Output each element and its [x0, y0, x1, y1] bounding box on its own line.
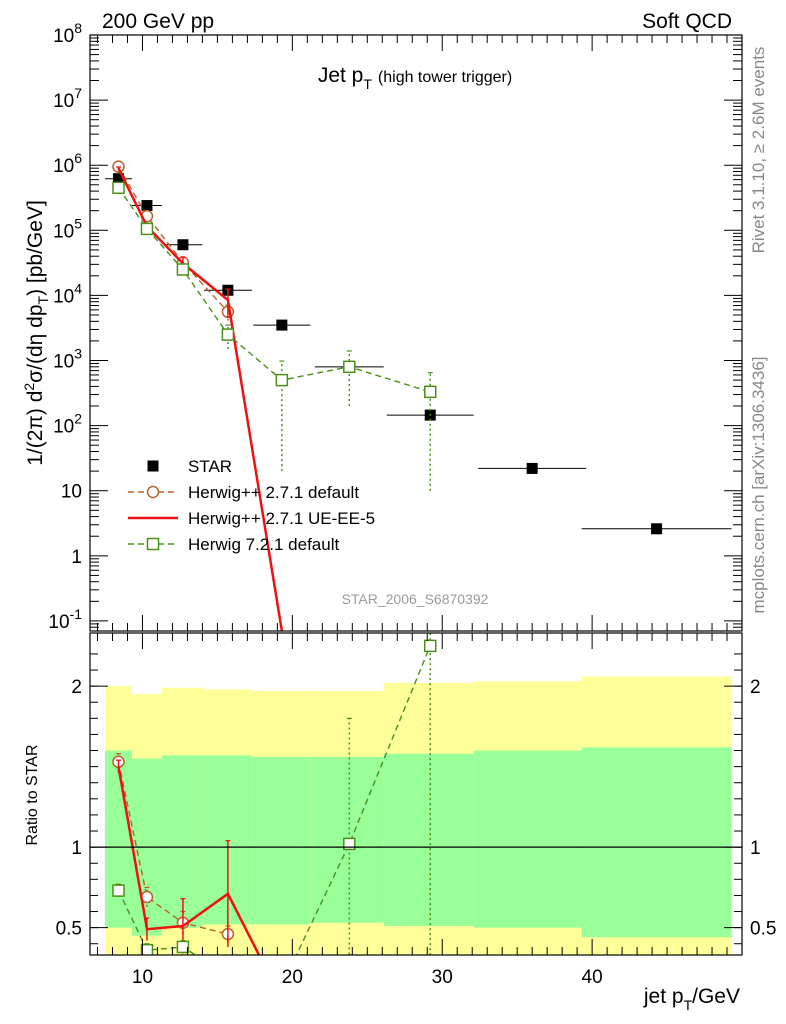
y-axis-label: 1/(2π) d2σ/(dη dpT) [pb/GeV] — [21, 200, 51, 466]
y-tick-label: 108 — [53, 20, 82, 47]
main-star-point — [276, 319, 288, 331]
ratio-herwig-7-2-1-default-point — [112, 884, 125, 897]
x-tick-label: 40 — [582, 967, 603, 988]
ratio-y-tick-label: 1 — [71, 838, 82, 859]
ratio-herwig-7-2-1-default-point — [343, 837, 356, 851]
legend-herwig-2-7-1-default-label: Herwig++ 2.7.1 default — [188, 483, 359, 502]
ratio-band-green — [473, 750, 582, 928]
ratio-band-green — [251, 756, 311, 925]
ratio-herwig-2-7-1-default-line — [117, 761, 229, 935]
ratio-y-tick-label: 1 — [750, 838, 761, 859]
y-tick-label: 104 — [53, 280, 82, 307]
ratio-y-tick-label: 2 — [71, 677, 82, 698]
ratio-herwig-7-2-1-default-point — [423, 639, 437, 653]
legend-herwig-2-7-1-default-marker — [146, 485, 160, 499]
y-tick-label: 102 — [53, 411, 82, 438]
ratio-band-green — [581, 747, 732, 938]
ratio-herwig-7-2-1-default-point — [176, 940, 190, 954]
plot-title: Jet pT (high tower trigger) — [318, 64, 512, 92]
main-panel-data — [104, 160, 732, 631]
main-herwig-7-2-1-default-point — [423, 385, 437, 399]
ratio-y-tick-label: 2 — [750, 677, 761, 698]
main-herwig-7-2-1-default-point — [221, 328, 235, 341]
y-tick-label: 10 — [61, 482, 82, 503]
ratio-herwig-7-2-1-default-point — [140, 943, 154, 955]
legend-herwig-7-2-1-default-marker — [146, 537, 160, 551]
process-label: Soft QCD — [642, 10, 732, 33]
main-herwig-7-2-1-default-point — [275, 373, 289, 387]
x-tick-label: 10 — [132, 967, 153, 988]
ratio-y-tick-label: 0.5 — [750, 919, 776, 940]
x-tick-label: 20 — [282, 967, 303, 988]
ratio-plot-frame — [89, 632, 743, 956]
y-tick-label: 103 — [53, 346, 82, 373]
main-herwig-7-2-1-default-point — [176, 263, 190, 276]
ratio-band-green — [383, 753, 474, 927]
main-herwig-7-2-1-default-point — [343, 360, 356, 374]
legend: STAR Herwig++ 2.7.1 default Herwig++ 2.7.1… — [128, 457, 375, 554]
rivet-version-label: Rivet 3.1.10, ≥ 2.6M events — [749, 47, 768, 254]
main-herwig-7-2-1-default-point — [140, 222, 154, 236]
y-tick-label: 107 — [53, 85, 82, 112]
legend-herwig-2-7-1-ue-ee-5-label: Herwig++ 2.7.1 UE-EE-5 — [188, 509, 375, 528]
y-tick-label: 10-1 — [48, 606, 82, 633]
legend-herwig-7-2-1-default-label: Herwig 7.2.1 default — [188, 535, 339, 554]
analysis-watermark: STAR_2006_S6870392 — [342, 591, 489, 607]
y-tick-label: 1 — [71, 547, 82, 568]
main-star-point — [112, 173, 124, 185]
ratio-y-tick-label: 0.5 — [56, 919, 82, 940]
ratio-band-green — [104, 750, 132, 928]
ratio-herwig-7-2-1-default-point — [222, 970, 233, 981]
legend-star-marker — [147, 460, 159, 472]
main-star-point — [141, 200, 153, 212]
legend-star-label: STAR — [188, 457, 232, 476]
x-tick-label: 30 — [432, 967, 453, 988]
y-tick-label: 105 — [53, 215, 82, 242]
main-plot-frame — [89, 34, 743, 632]
x-axis-label: jet pT/GeV — [643, 985, 740, 1013]
mcplots-source-label: mcplots.cern.ch [arXiv:1306.3436] — [749, 356, 768, 613]
main-herwig-7-2-1-default-point — [112, 181, 125, 195]
ratio-axis-label: Ratio to STAR — [24, 744, 41, 845]
ratio-herwig-2-7-1-ue-ee-5-line — [117, 766, 261, 955]
main-star-point — [651, 523, 663, 535]
main-star-point — [526, 462, 538, 474]
energy-label: 200 GeV pp — [102, 10, 214, 33]
main-star-point — [177, 239, 189, 251]
ratio-panel-data — [112, 633, 437, 981]
y-tick-label: 106 — [53, 150, 82, 177]
main-herwig-2-7-1-ue-ee-5-line — [117, 167, 284, 631]
axes-ticks: 10-1 1 10 102 103 104 105 106 107 108 10 20 30 40 0.5 0… — [48, 20, 776, 988]
main-herwig-7-2-1-default-line — [117, 187, 431, 393]
